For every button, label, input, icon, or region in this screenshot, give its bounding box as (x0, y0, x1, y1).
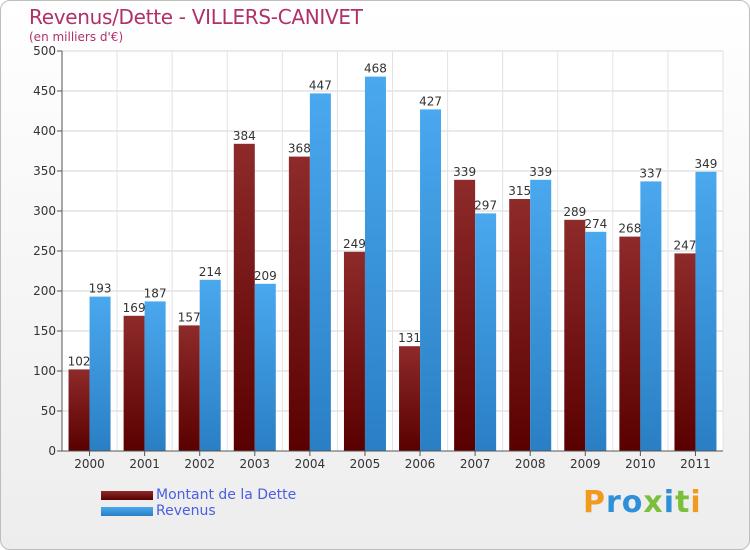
data-label: 214 (199, 265, 222, 279)
bar-dette (343, 251, 365, 451)
data-label: 102 (68, 354, 91, 368)
proxiti-logo: Proxiti (583, 485, 702, 520)
data-label: 209 (254, 269, 277, 283)
bar-revenus (695, 171, 717, 452)
bar-dette (123, 315, 145, 451)
data-label: 268 (618, 222, 641, 236)
y-tick-label: 50 (41, 404, 56, 418)
chart-title: Revenus/Dette - VILLERS-CANIVET (29, 5, 363, 29)
data-label: 384 (233, 129, 256, 143)
bar-dette (509, 199, 531, 451)
bar-revenus (585, 231, 607, 451)
y-tick-label: 400 (33, 124, 56, 138)
data-label: 337 (639, 166, 662, 180)
data-label: 193 (89, 282, 112, 296)
data-label: 297 (474, 198, 497, 212)
bar-revenus (254, 283, 276, 451)
x-tick-label: 2004 (295, 457, 326, 471)
data-label: 468 (364, 62, 387, 76)
data-label: 447 (309, 78, 332, 92)
bar-revenus (89, 296, 111, 451)
bar-dette (564, 219, 586, 451)
data-label: 187 (144, 286, 167, 300)
bar-revenus (640, 181, 662, 451)
bar-dette (454, 179, 476, 452)
data-label: 427 (419, 94, 442, 108)
bar-dette (233, 143, 255, 452)
x-tick-label: 2001 (129, 457, 160, 471)
data-label: 339 (529, 165, 552, 179)
y-tick-label: 150 (33, 324, 56, 338)
bar-revenus (475, 213, 497, 451)
y-tick-label: 450 (33, 84, 56, 98)
x-tick-label: 2006 (405, 457, 436, 471)
y-tick-label: 350 (33, 164, 56, 178)
bar-dette (674, 253, 696, 451)
bar-revenus (420, 109, 442, 452)
data-label: 315 (508, 184, 531, 198)
x-tick-label: 2000 (74, 457, 105, 471)
data-label: 157 (178, 310, 201, 324)
bar-dette (68, 369, 90, 451)
x-tick-label: 2007 (460, 457, 491, 471)
data-label: 349 (695, 157, 718, 171)
bar-dette (288, 156, 310, 451)
y-tick-label: 100 (33, 364, 56, 378)
bar-revenus (530, 179, 552, 452)
y-tick-label: 250 (33, 244, 56, 258)
x-tick-label: 2010 (625, 457, 656, 471)
chart-subtitle: (en milliers d'€) (29, 30, 124, 44)
bar-revenus (144, 301, 166, 451)
bar-dette (399, 346, 421, 451)
data-label: 339 (453, 165, 476, 179)
data-label: 247 (674, 238, 697, 252)
bar-dette (619, 236, 641, 451)
legend-label-debt: Montant de la Dette (156, 487, 297, 503)
data-label: 368 (288, 142, 311, 156)
x-tick-label: 2008 (515, 457, 546, 471)
x-tick-label: 2011 (680, 457, 711, 471)
y-tick-label: 0 (48, 444, 56, 458)
legend-swatch-revenus (101, 507, 153, 516)
data-label: 274 (584, 217, 607, 231)
bar-dette (178, 325, 200, 451)
data-label: 131 (398, 331, 421, 345)
y-tick-label: 500 (33, 44, 56, 58)
bar-revenus (364, 76, 386, 451)
x-tick-label: 2002 (184, 457, 215, 471)
y-tick-label: 200 (33, 284, 56, 298)
x-tick-label: 2005 (350, 457, 381, 471)
data-label: 249 (343, 237, 366, 251)
legend-swatch-debt (101, 491, 153, 500)
legend-label-revenus: Revenus (156, 503, 216, 519)
bar-revenus (199, 279, 221, 451)
data-label: 169 (123, 301, 146, 315)
y-tick-label: 300 (33, 204, 56, 218)
data-label: 289 (563, 205, 586, 219)
x-tick-label: 2003 (240, 457, 271, 471)
x-tick-label: 2009 (570, 457, 601, 471)
bar-revenus (309, 93, 331, 452)
